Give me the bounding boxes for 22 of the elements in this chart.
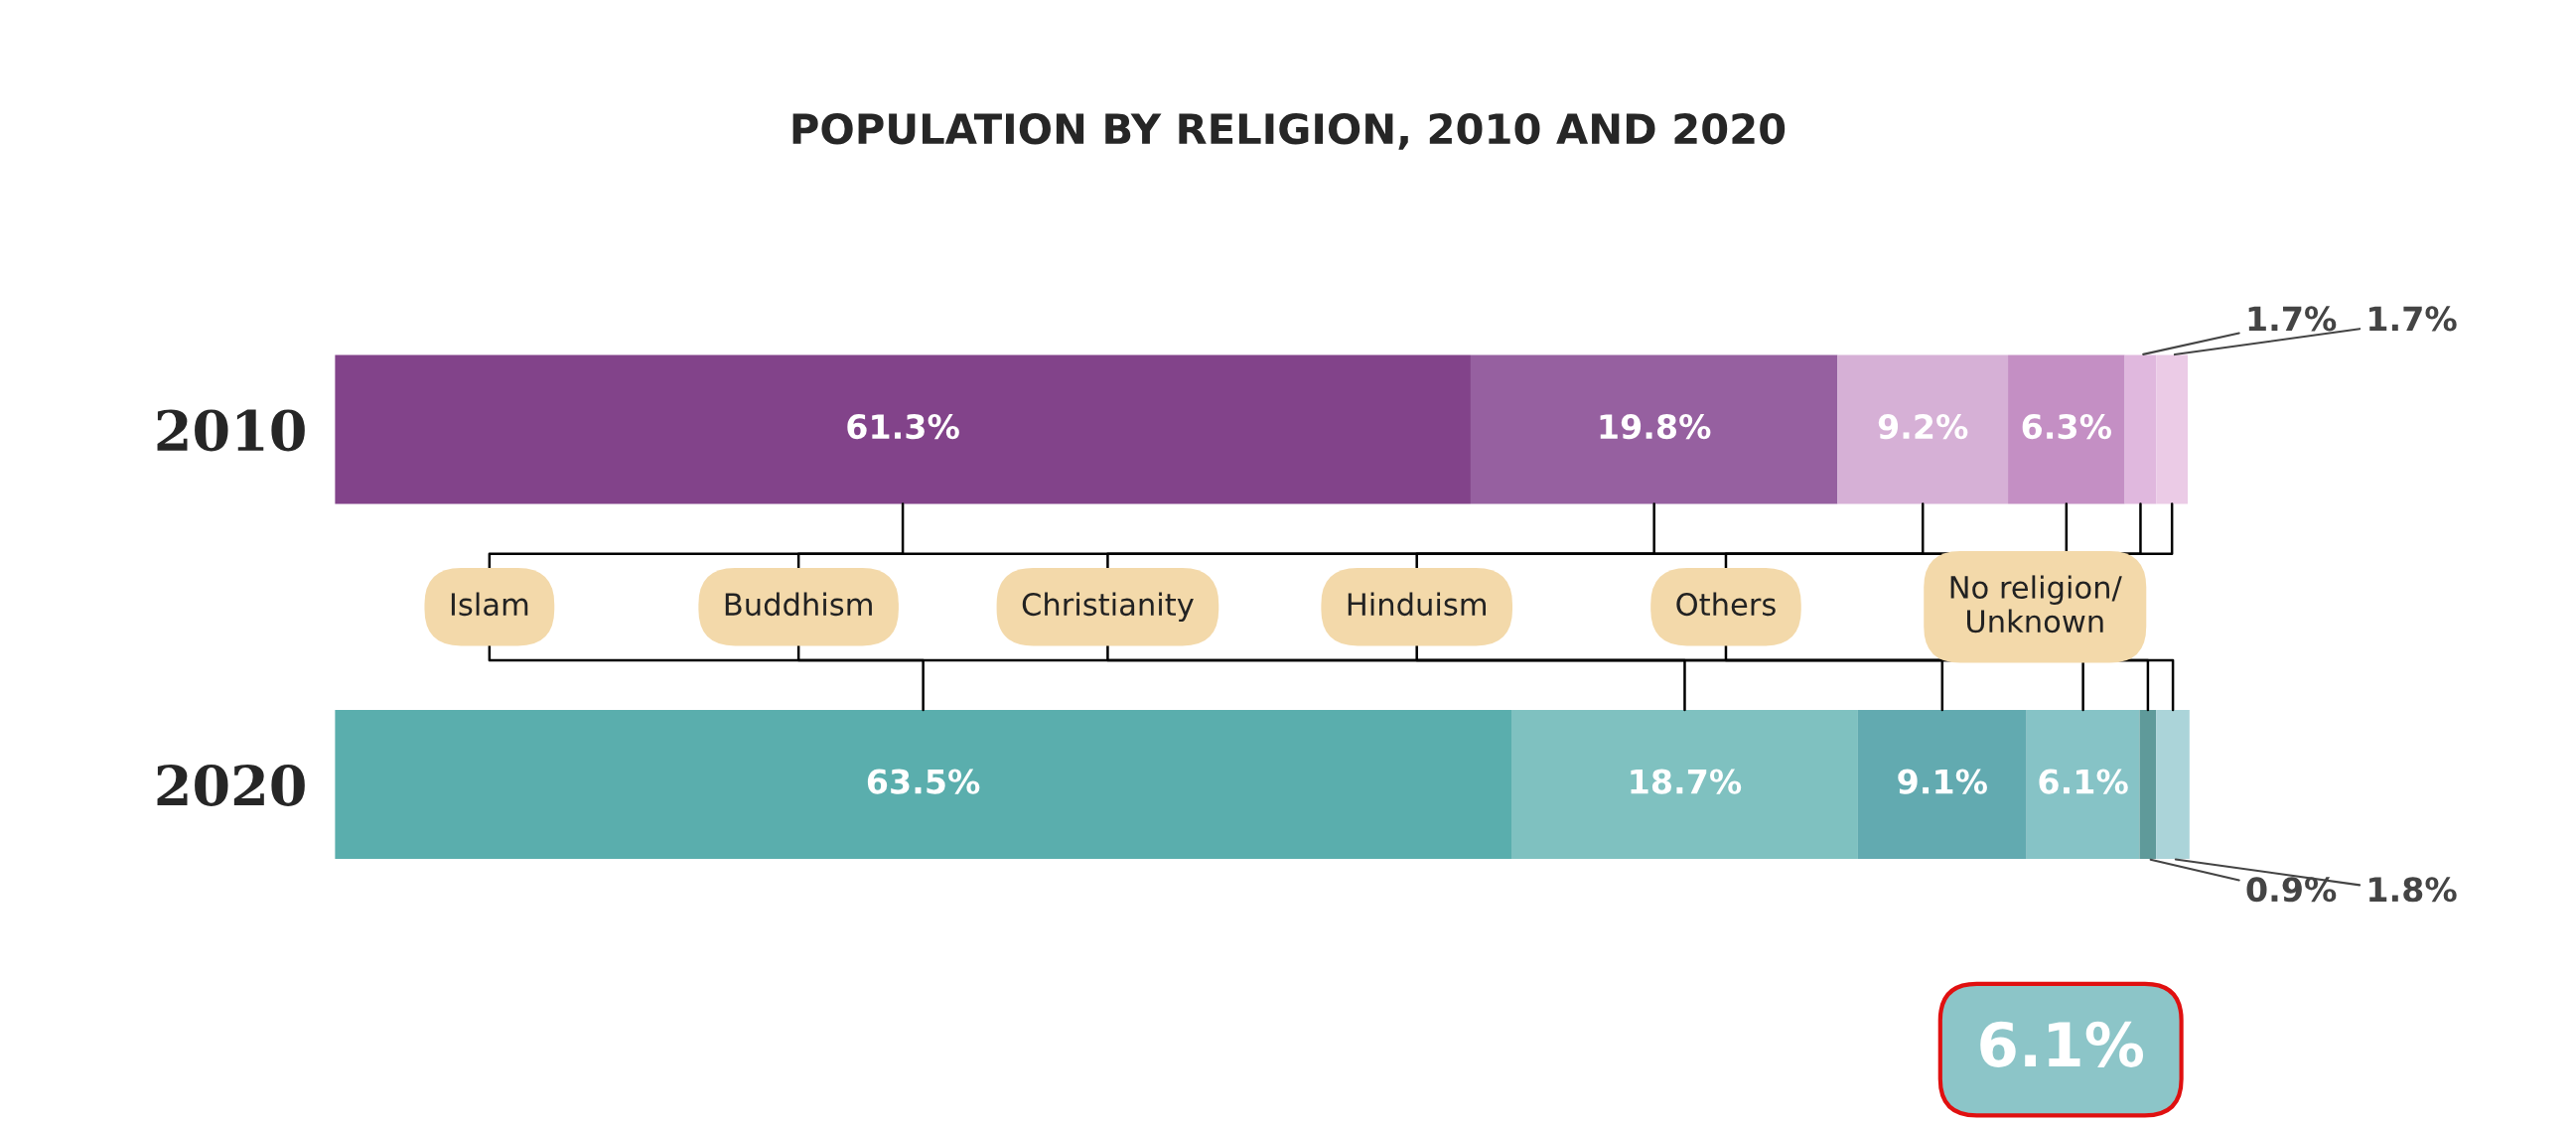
y-tick-label: 2020 <box>157 764 305 806</box>
data-label: 6.1% <box>2039 769 2128 794</box>
text: Islam <box>451 592 528 617</box>
data-label: 6.3% <box>2022 414 2111 440</box>
data-label: 18.7% <box>1631 769 1742 794</box>
text: Christianity <box>1022 592 1194 623</box>
data-label: 1.8% <box>2369 877 2457 903</box>
data-label: 61.3% <box>847 414 959 440</box>
text: Buddhism <box>725 592 872 617</box>
text: 6.1% <box>1980 1021 2143 1067</box>
text: No religion/ Unknown <box>1950 575 2122 633</box>
data-label: 0.9% <box>2246 877 2337 903</box>
data-label: 9.2% <box>1878 414 1968 440</box>
y-tick-label: 2010 <box>157 409 305 452</box>
data-label: 63.5% <box>867 769 980 794</box>
text: Hinduism <box>1348 592 1486 617</box>
data-label: 19.8% <box>1600 414 1711 440</box>
data-label: 9.1% <box>1898 769 1987 794</box>
data-label: 1.7% <box>2248 306 2337 332</box>
chart-title: POPULATION BY RELIGION, 2010 AND 2020 <box>792 112 1786 150</box>
text: Others <box>1676 592 1776 617</box>
data-label: 1.7% <box>2369 306 2457 332</box>
